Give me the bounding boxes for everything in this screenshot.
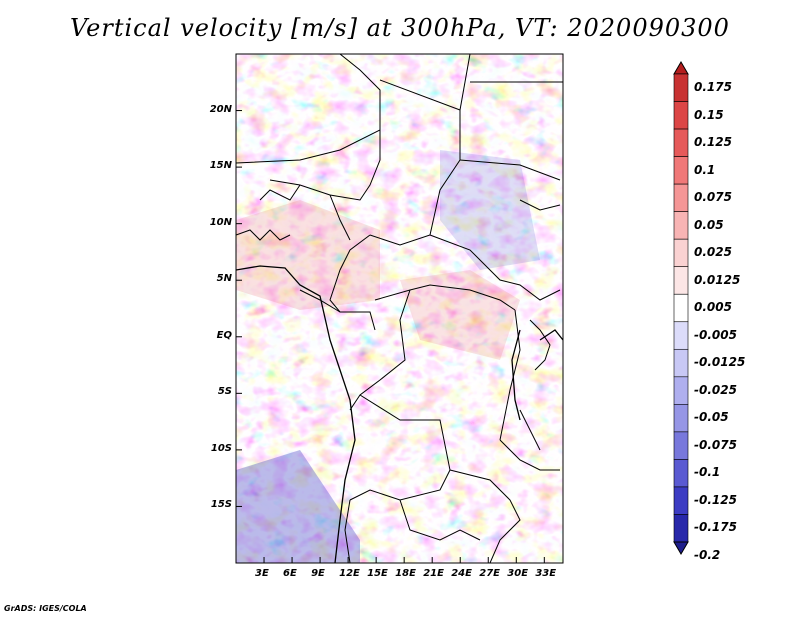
colorbar-segment	[673, 514, 689, 543]
colorbar-segment	[673, 293, 689, 323]
lat-tick-label: 5N	[216, 273, 232, 285]
colorbar-segment	[673, 459, 689, 488]
lon-tick-label: 3E	[255, 568, 269, 579]
colorbar-label: 0.125	[694, 135, 732, 150]
colorbar-label: -0.175	[694, 520, 737, 535]
colorbar-label: 0.005	[694, 300, 732, 315]
colorbar-label: -0.1	[694, 465, 721, 480]
lat-tick-label: 15S	[210, 499, 232, 511]
lat-tick-label: 10S	[210, 442, 232, 454]
lat-ticks	[236, 110, 242, 507]
colorbar-label: 0.1	[694, 162, 716, 177]
colorbar-bottom-arrow	[673, 541, 689, 555]
colorbar-label: 0.0125	[694, 272, 741, 287]
colorbar-segment	[673, 101, 689, 130]
colorbar	[673, 61, 689, 555]
lat-tick-label: EQ	[216, 329, 232, 341]
colorbar-segment	[673, 128, 689, 157]
lon-tick-label: 18E	[395, 568, 416, 579]
colorbar-segment	[673, 486, 689, 515]
colorbar-label: -0.075	[694, 437, 737, 452]
lon-tick-label: 15E	[367, 568, 388, 579]
colorbar-label: -0.125	[694, 492, 737, 507]
colorbar-segment	[673, 211, 689, 240]
lon-ticks	[263, 557, 545, 563]
chart-title: Vertical velocity [m/s] at 300hPa, VT: 2…	[70, 14, 730, 42]
footer-credit: GrADS: IGES/COLA	[4, 604, 87, 613]
country-borders	[236, 54, 563, 563]
colorbar-label: 0.15	[694, 107, 724, 122]
colorbar-segment	[673, 73, 689, 102]
lon-tick-label: 6E	[283, 568, 297, 579]
lon-tick-label: 33E	[535, 568, 557, 579]
colorbar-label: 0.075	[694, 190, 732, 205]
colorbar-segment	[673, 348, 689, 378]
colorbar-segment	[673, 321, 689, 350]
colorbar-segment	[673, 238, 689, 268]
colorbar-label: -0.005	[694, 327, 737, 342]
colorbar-segment	[673, 404, 689, 433]
colorbar-segment	[673, 183, 689, 212]
velocity-field	[236, 54, 563, 563]
colorbar-label: 0.175	[694, 80, 732, 94]
lat-tick-label: 15N	[209, 160, 232, 172]
colorbar-segment	[673, 266, 689, 295]
map-frame	[235, 53, 564, 564]
lon-tick-label: 24E	[451, 568, 472, 579]
colorbar-segment	[673, 376, 689, 405]
lon-tick-label: 27E	[479, 568, 500, 579]
colorbar-segment	[673, 431, 689, 460]
colorbar-label: -0.05	[694, 410, 729, 425]
colorbar-label: 0.025	[694, 245, 732, 260]
lat-tick-label: 5S	[217, 386, 232, 398]
lon-tick-label: 9E	[311, 568, 325, 579]
colorbar-label: -0.2	[694, 548, 721, 562]
colorbar-label: 0.05	[694, 217, 724, 232]
colorbar-label: -0.0125	[694, 355, 746, 370]
lon-tick-label: 30E	[507, 568, 529, 579]
lon-tick-label: 21E	[423, 568, 444, 579]
coastlines	[236, 265, 563, 563]
colorbar-segment	[673, 156, 689, 185]
colorbar-top-arrow	[673, 61, 689, 75]
colorbar-label: -0.025	[694, 382, 737, 397]
lon-tick-label: 12E	[339, 568, 360, 579]
lat-tick-label: 10N	[209, 216, 232, 228]
lat-tick-label: 20N	[209, 103, 232, 115]
